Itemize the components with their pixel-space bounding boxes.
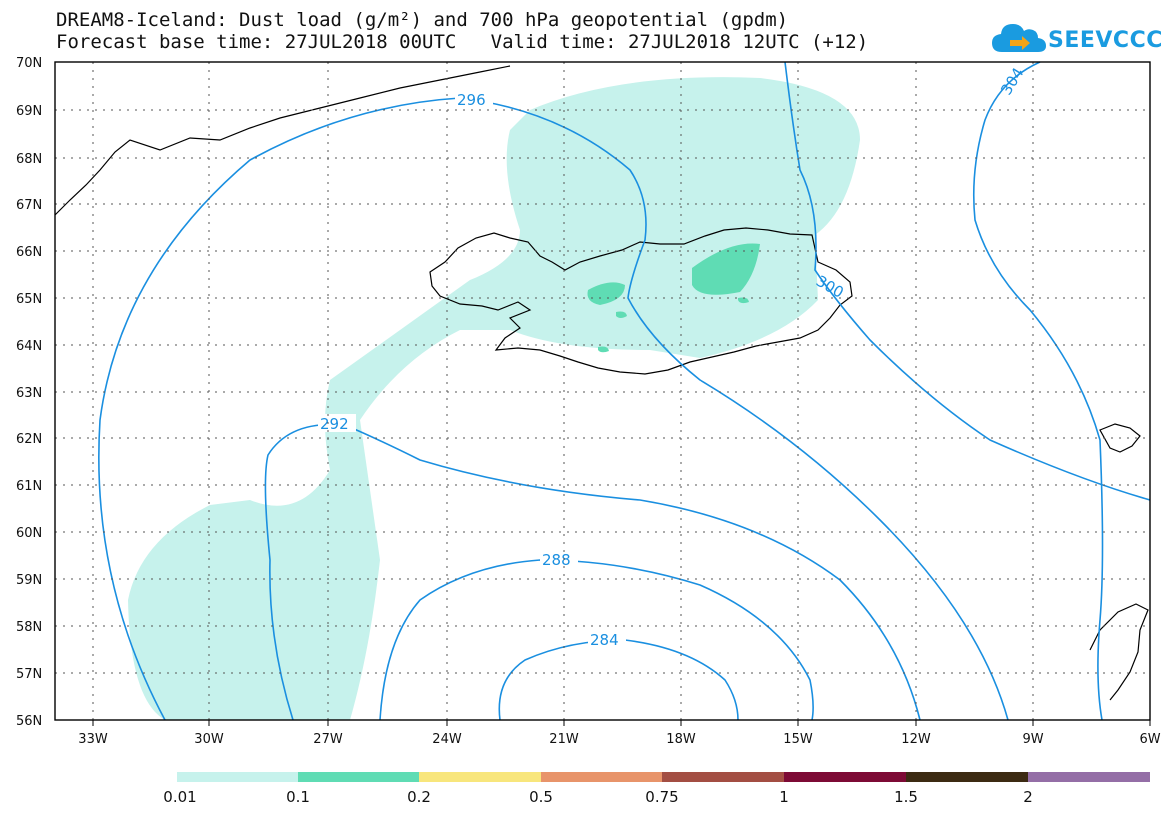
colorbar-label: 2 — [1023, 788, 1033, 806]
colorbar-label: 0.1 — [286, 788, 310, 806]
lat-label: 61N — [16, 479, 42, 494]
lon-label: 33W — [78, 732, 108, 747]
seevccc-logo: SEEVCCC — [990, 18, 1170, 62]
contour-304 — [972, 61, 1104, 721]
contour-label-284: 284 — [590, 631, 619, 649]
coastlines — [54, 65, 1149, 701]
lon-label: 9W — [1022, 732, 1043, 747]
contour-300 — [784, 61, 1151, 501]
contour-label-304: 304 — [997, 64, 1027, 98]
lat-label: 69N — [16, 104, 42, 119]
contour-label-292: 292 — [320, 415, 349, 433]
colorbar-labels: 0.01 0.1 0.2 0.5 0.75 1 1.5 2 — [163, 788, 1032, 806]
logo-text: SEEVCCC — [1048, 28, 1163, 53]
colorbar-label: 0.2 — [407, 788, 431, 806]
colorbar-label: 0.01 — [163, 788, 196, 806]
cloud-logo-icon — [992, 24, 1046, 52]
contour-292 — [264, 423, 921, 721]
map-title: DREAM8-Iceland: Dust load (g/m²) and 700… — [56, 9, 789, 31]
colorbar-swatch — [541, 772, 662, 782]
scotland-coastline — [1089, 603, 1149, 701]
colorbar-label: 0.75 — [645, 788, 678, 806]
contour-288 — [379, 559, 814, 721]
map-grid — [55, 62, 1150, 720]
contour-label-300: 300 — [813, 272, 847, 302]
contour-284 — [498, 639, 739, 721]
lat-label: 68N — [16, 152, 42, 167]
colorbar-swatch — [662, 772, 784, 782]
lon-label: 30W — [194, 732, 224, 747]
map-frame — [54, 61, 1151, 721]
contour-296 — [98, 97, 1009, 721]
lon-label: 27W — [313, 732, 343, 747]
iceland-coastline — [429, 227, 853, 375]
lat-label: 66N — [16, 245, 42, 260]
lon-label: 21W — [549, 732, 579, 747]
colorbar-label: 1 — [779, 788, 789, 806]
lat-label: 57N — [16, 667, 42, 682]
lat-label: 56N — [16, 714, 42, 729]
lat-label: 59N — [16, 573, 42, 588]
lat-label: 63N — [16, 386, 42, 401]
lon-label: 18W — [666, 732, 696, 747]
geopotential-contours — [98, 61, 1151, 721]
colorbar-swatch — [784, 772, 906, 782]
lat-label: 65N — [16, 292, 42, 307]
faroe-coastline — [1099, 423, 1141, 453]
lon-label: 24W — [432, 732, 462, 747]
lat-label: 62N — [16, 432, 42, 447]
colorbar — [177, 772, 1150, 782]
lat-label: 58N — [16, 620, 42, 635]
longitude-labels: 33W 30W 27W 24W 21W 18W 15W 12W 9W 6W — [78, 732, 1160, 747]
lat-label: 67N — [16, 198, 42, 213]
dust-shading-low — [128, 77, 860, 720]
colorbar-swatch — [1028, 772, 1150, 782]
colorbar-swatch — [906, 772, 1028, 782]
lat-label: 70N — [16, 56, 42, 71]
colorbar-swatch — [177, 772, 298, 782]
axis-ticks — [92, 720, 1151, 726]
latitude-labels: 70N 69N 68N 67N 66N 65N 64N 63N 62N 61N … — [16, 56, 42, 729]
contour-label-288: 288 — [542, 551, 571, 569]
map-subtitle: Forecast base time: 27JUL2018 00UTC Vali… — [56, 31, 869, 53]
colorbar-swatch — [419, 772, 541, 782]
lon-label: 12W — [901, 732, 931, 747]
colorbar-label: 1.5 — [894, 788, 918, 806]
colorbar-swatch — [298, 772, 419, 782]
greenland-coastline — [54, 65, 511, 216]
lon-label: 15W — [783, 732, 813, 747]
lat-label: 64N — [16, 339, 42, 354]
lat-label: 60N — [16, 526, 42, 541]
lon-label: 6W — [1139, 732, 1160, 747]
colorbar-label: 0.5 — [529, 788, 553, 806]
contour-label-296: 296 — [457, 91, 486, 109]
dust-shading-mid — [587, 243, 760, 353]
